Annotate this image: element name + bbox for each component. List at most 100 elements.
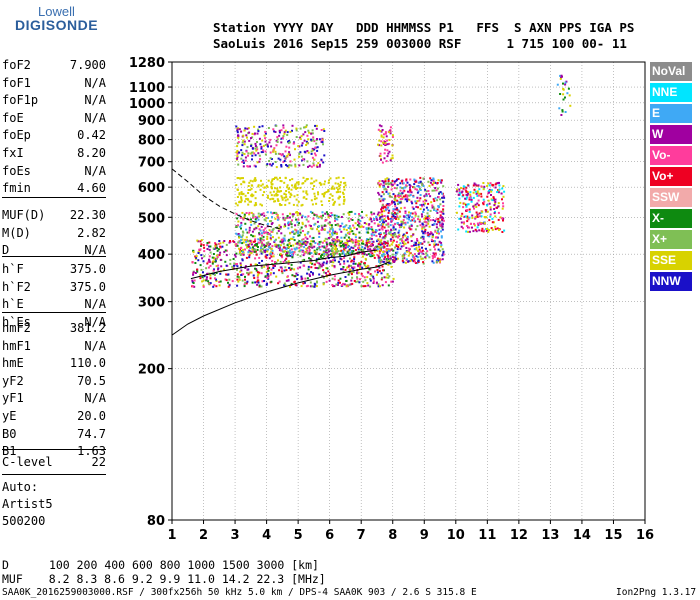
- echo-point: [393, 187, 396, 189]
- echo-point: [380, 134, 383, 137]
- echo-point: [240, 221, 243, 224]
- echo-point: [314, 154, 317, 157]
- echo-point: [214, 242, 217, 244]
- echo-point: [225, 243, 228, 246]
- echo-point: [390, 229, 393, 231]
- echo-point: [240, 197, 243, 200]
- echo-point: [237, 241, 240, 244]
- echo-point: [243, 215, 246, 217]
- echo-point: [432, 198, 435, 201]
- echo-point: [332, 259, 335, 262]
- echo-point: [347, 227, 350, 229]
- echo-point: [428, 243, 431, 246]
- echo-point: [423, 225, 426, 228]
- echo-point: [343, 196, 345, 198]
- echo-point: [374, 246, 377, 249]
- echo-point: [433, 200, 436, 202]
- echo-point: [282, 260, 285, 263]
- echo-point: [556, 83, 559, 86]
- echo-point: [376, 271, 379, 274]
- logo-digisonde: DIGISONDE: [15, 17, 99, 33]
- echo-point: [310, 165, 313, 168]
- echo-point: [248, 131, 251, 134]
- echo-point: [201, 280, 204, 283]
- echo-point: [403, 206, 406, 209]
- echo-point: [388, 150, 391, 153]
- echo-point: [240, 192, 243, 195]
- echo-point: [391, 236, 394, 239]
- echo-point: [334, 246, 337, 249]
- echo-point: [388, 209, 391, 212]
- echo-point: [281, 256, 284, 259]
- echo-point: [320, 229, 323, 231]
- echo-point: [379, 241, 382, 244]
- echo-point: [295, 247, 298, 250]
- echo-point: [323, 224, 326, 227]
- echo-point: [327, 250, 330, 253]
- echo-point: [305, 178, 308, 181]
- echo-point: [251, 248, 254, 251]
- echo-point: [435, 226, 438, 229]
- echo-point: [306, 160, 309, 163]
- echo-point: [392, 277, 395, 280]
- echo-point: [266, 238, 269, 240]
- echo-point: [213, 273, 216, 276]
- echo-point: [228, 278, 231, 281]
- echo-point: [322, 269, 325, 272]
- echo-point: [290, 248, 293, 251]
- echo-point: [243, 140, 246, 143]
- echo-point: [263, 249, 266, 252]
- echo-point: [381, 206, 383, 209]
- echo-point: [413, 219, 416, 222]
- echo-point: [378, 270, 381, 273]
- echo-point: [396, 184, 399, 187]
- echo-point: [288, 164, 291, 167]
- param-name: foEp: [2, 128, 31, 143]
- echo-point: [208, 245, 211, 248]
- echo-point: [239, 248, 242, 251]
- param-name: C-level: [2, 455, 53, 469]
- echo-point: [219, 242, 222, 245]
- echo-point: [324, 251, 327, 254]
- echo-point: [208, 282, 211, 285]
- echo-point: [439, 249, 442, 252]
- echo-point: [245, 228, 248, 231]
- echo-point: [391, 136, 394, 138]
- echo-point: [245, 236, 248, 239]
- echo-point: [404, 221, 407, 224]
- echo-point: [240, 269, 243, 272]
- echo-point: [306, 134, 309, 137]
- echo-point: [432, 177, 435, 180]
- echo-point: [480, 211, 483, 214]
- echo-point: [455, 211, 458, 214]
- echo-point: [416, 191, 419, 194]
- echo-point: [288, 245, 290, 248]
- echo-point: [329, 224, 332, 227]
- echo-point: [404, 239, 407, 242]
- echo-point: [281, 250, 284, 253]
- echo-point: [401, 197, 404, 200]
- echo-point: [205, 267, 208, 270]
- echo-point: [295, 181, 298, 184]
- echo-point: [261, 213, 263, 216]
- y-tick-label: 1100: [129, 81, 165, 96]
- echo-point: [476, 213, 479, 216]
- echo-point: [284, 259, 287, 262]
- echo-point: [399, 238, 402, 241]
- echo-point: [383, 152, 386, 155]
- echo-point: [244, 281, 247, 284]
- echo-point: [297, 200, 300, 203]
- echo-point: [419, 224, 422, 227]
- echo-point: [369, 278, 372, 280]
- echo-point: [302, 163, 305, 166]
- echo-point: [285, 145, 288, 148]
- echo-point: [425, 217, 427, 220]
- echo-point: [383, 276, 386, 279]
- echo-point: [400, 180, 403, 183]
- echo-point: [281, 198, 284, 201]
- echo-point: [362, 248, 365, 251]
- echo-point: [235, 202, 238, 205]
- echo-point: [352, 260, 355, 263]
- echo-point: [364, 257, 367, 260]
- echo-point: [336, 218, 339, 221]
